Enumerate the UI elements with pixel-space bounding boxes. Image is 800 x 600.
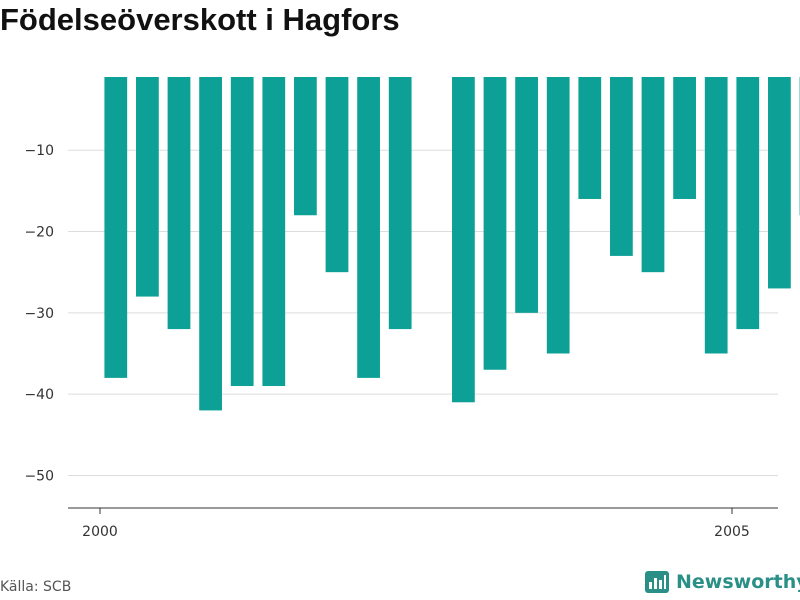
y-axis: −10 −20 −30 −40 −50 [24,143,54,484]
bar [483,77,507,370]
bar [704,77,728,354]
newsworthy-logo: Newsworthy [644,569,800,595]
bar [294,77,317,216]
bar [357,77,380,378]
bar [546,77,570,354]
bar [230,77,254,387]
y-tick-label: −30 [24,306,54,322]
bar [515,77,538,313]
y-tick-label: −20 [24,225,54,241]
bar [673,77,696,199]
bar [736,77,760,330]
bar [610,77,633,256]
bar [388,77,412,330]
y-tick-label: −50 [24,468,54,484]
x-tick-label: 2005 [714,524,750,540]
bar [262,77,286,387]
y-tick-label: −10 [24,143,54,159]
y-tick-label: −40 [24,387,54,403]
bars [104,77,800,411]
bar [768,77,791,289]
chart-title: Födelseöverskott i Hagfors [0,2,400,37]
bar [452,77,475,403]
bar [167,77,191,330]
bar [641,77,665,273]
brand-name: Newsworthy [676,571,800,593]
bar [104,77,128,378]
bar [325,77,349,273]
x-axis: 200020052010201520202025 [82,508,750,540]
bar [199,77,222,411]
newsworthy-logo-icon [645,571,669,593]
bar [136,77,159,297]
x-tick-label: 2000 [82,524,118,540]
bar [578,77,602,199]
source-note: Källa: SCB [0,579,72,595]
